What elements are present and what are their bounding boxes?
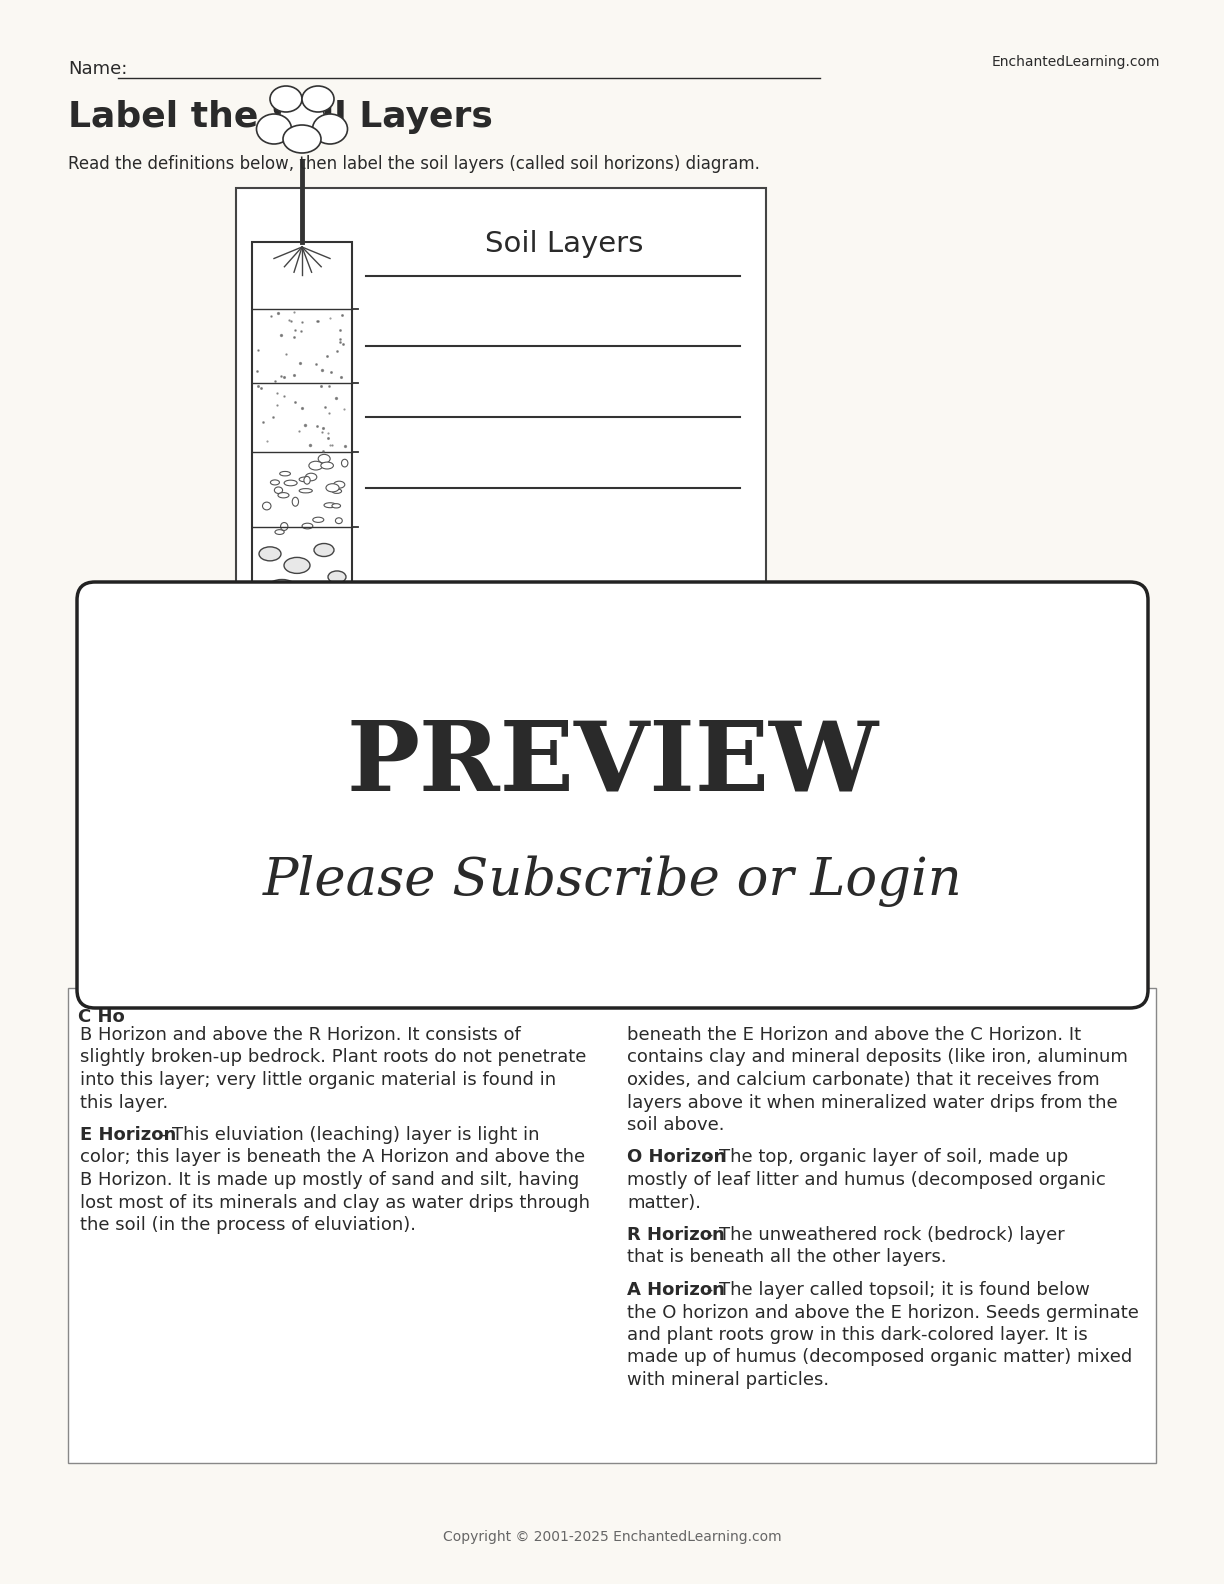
Ellipse shape <box>302 589 326 604</box>
Text: - The layer called topsoil; it is found below: - The layer called topsoil; it is found … <box>700 1281 1089 1299</box>
Ellipse shape <box>279 98 324 136</box>
Text: the O horizon and above the E horizon. Seeds germinate: the O horizon and above the E horizon. S… <box>627 1304 1138 1321</box>
Ellipse shape <box>341 459 348 467</box>
Text: beneath the E Horizon and above the C Horizon. It: beneath the E Horizon and above the C Ho… <box>627 1026 1081 1044</box>
Ellipse shape <box>280 523 288 531</box>
Text: A Horizon: A Horizon <box>627 1281 725 1299</box>
Text: made up of humus (decomposed organic matter) mixed: made up of humus (decomposed organic mat… <box>627 1348 1132 1367</box>
Text: soil above.: soil above. <box>627 1117 725 1134</box>
Ellipse shape <box>306 474 317 482</box>
Ellipse shape <box>267 580 297 597</box>
Ellipse shape <box>262 502 271 510</box>
Text: - The unweathered rock (bedrock) layer: - The unweathered rock (bedrock) layer <box>700 1226 1065 1243</box>
Ellipse shape <box>271 86 302 112</box>
Ellipse shape <box>304 477 310 485</box>
Text: Name:: Name: <box>69 60 127 78</box>
Text: Copyright © 2001-2025 EnchantedLearning.com: Copyright © 2001-2025 EnchantedLearning.… <box>443 1530 781 1544</box>
Text: the soil (in the process of eluviation).: the soil (in the process of eluviation). <box>80 1217 416 1234</box>
Ellipse shape <box>257 114 291 144</box>
Ellipse shape <box>278 493 289 497</box>
Text: that is beneath all the other layers.: that is beneath all the other layers. <box>627 1248 946 1267</box>
Text: contains clay and mineral deposits (like iron, aluminum: contains clay and mineral deposits (like… <box>627 1049 1127 1066</box>
Ellipse shape <box>332 504 340 508</box>
Bar <box>252 242 353 627</box>
Text: oxides, and calcium carbonate) that it receives from: oxides, and calcium carbonate) that it r… <box>627 1071 1099 1090</box>
Ellipse shape <box>334 482 345 488</box>
Text: EnchantedLearning.com: EnchantedLearning.com <box>991 55 1160 70</box>
Ellipse shape <box>284 480 297 486</box>
Text: mostly of leaf litter and humus (decomposed organic: mostly of leaf litter and humus (decompo… <box>627 1171 1105 1190</box>
Ellipse shape <box>313 518 324 523</box>
Ellipse shape <box>315 543 334 556</box>
Ellipse shape <box>326 483 339 493</box>
Ellipse shape <box>302 523 313 529</box>
Ellipse shape <box>328 570 346 583</box>
Text: matter).: matter). <box>627 1193 701 1212</box>
Text: with mineral particles.: with mineral particles. <box>627 1372 829 1389</box>
Ellipse shape <box>302 86 334 112</box>
Text: Soil Layers: Soil Layers <box>486 230 644 258</box>
Text: slightly broken-up bedrock. Plant roots do not penetrate: slightly broken-up bedrock. Plant roots … <box>80 1049 586 1066</box>
Text: - This eluviation (leaching) layer is light in: - This eluviation (leaching) layer is li… <box>154 1126 540 1144</box>
Text: - The top, organic layer of soil, made up: - The top, organic layer of soil, made u… <box>700 1148 1069 1166</box>
Text: Label the Soil Layers: Label the Soil Layers <box>69 100 493 135</box>
Text: Read the definitions below, then label the soil layers (called soil horizons) di: Read the definitions below, then label t… <box>69 155 760 173</box>
Ellipse shape <box>259 546 282 561</box>
Text: this layer.: this layer. <box>80 1093 168 1112</box>
Ellipse shape <box>308 461 323 470</box>
Ellipse shape <box>318 455 330 463</box>
Bar <box>69 988 1155 1464</box>
Text: lost most of its minerals and clay as water drips through: lost most of its minerals and clay as wa… <box>80 1193 590 1212</box>
Text: Please Subscribe or Login: Please Subscribe or Login <box>263 855 962 906</box>
Ellipse shape <box>293 497 299 507</box>
Text: B Horizon and above the R Horizon. It consists of: B Horizon and above the R Horizon. It co… <box>80 1026 520 1044</box>
Ellipse shape <box>312 114 348 144</box>
Text: R Horizon: R Horizon <box>627 1226 725 1243</box>
Ellipse shape <box>274 486 283 494</box>
Text: O Horizon: O Horizon <box>627 1148 726 1166</box>
Text: layers above it when mineralized water drips from the: layers above it when mineralized water d… <box>627 1093 1118 1112</box>
Text: PREVIEW: PREVIEW <box>346 718 879 811</box>
Text: E Horizon: E Horizon <box>80 1126 176 1144</box>
Ellipse shape <box>332 489 341 493</box>
Ellipse shape <box>284 558 310 573</box>
Text: C Ho: C Ho <box>78 1007 125 1026</box>
Ellipse shape <box>271 480 279 485</box>
Ellipse shape <box>275 529 284 534</box>
Ellipse shape <box>283 125 321 154</box>
Bar <box>236 188 766 653</box>
Ellipse shape <box>335 518 343 524</box>
FancyBboxPatch shape <box>77 581 1148 1007</box>
Ellipse shape <box>324 502 337 508</box>
Ellipse shape <box>299 477 311 482</box>
Text: into this layer; very little organic material is found in: into this layer; very little organic mat… <box>80 1071 556 1090</box>
Text: and plant roots grow in this dark-colored layer. It is: and plant roots grow in this dark-colore… <box>627 1326 1088 1343</box>
Ellipse shape <box>280 472 290 475</box>
Ellipse shape <box>299 488 312 493</box>
Ellipse shape <box>321 463 333 469</box>
Text: color; this layer is beneath the A Horizon and above the: color; this layer is beneath the A Horiz… <box>80 1148 585 1166</box>
Text: B Horizon. It is made up mostly of sand and silt, having: B Horizon. It is made up mostly of sand … <box>80 1171 579 1190</box>
